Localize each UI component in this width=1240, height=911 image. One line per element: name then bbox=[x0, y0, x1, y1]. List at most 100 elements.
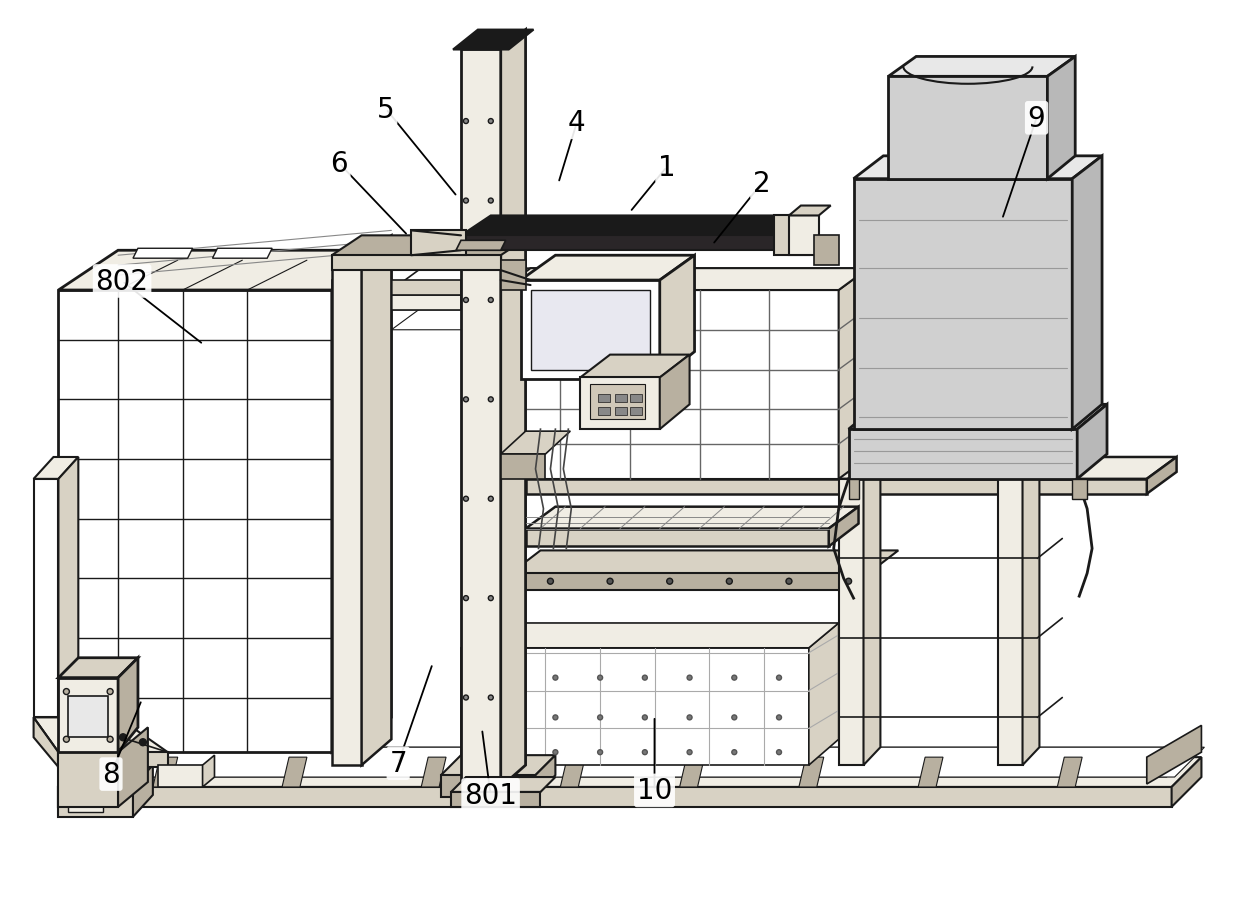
Polygon shape bbox=[501, 432, 570, 455]
Polygon shape bbox=[789, 206, 831, 216]
Polygon shape bbox=[598, 408, 610, 415]
Text: 9: 9 bbox=[1028, 105, 1045, 133]
Circle shape bbox=[776, 750, 781, 755]
Circle shape bbox=[489, 397, 494, 403]
Polygon shape bbox=[799, 757, 823, 787]
Polygon shape bbox=[1023, 462, 1039, 765]
Circle shape bbox=[553, 715, 558, 720]
Circle shape bbox=[464, 119, 469, 125]
Circle shape bbox=[63, 689, 69, 695]
Polygon shape bbox=[58, 757, 1202, 787]
Polygon shape bbox=[58, 787, 1172, 807]
Circle shape bbox=[846, 578, 852, 585]
Polygon shape bbox=[58, 658, 138, 678]
Circle shape bbox=[464, 695, 469, 701]
Circle shape bbox=[489, 695, 494, 701]
Polygon shape bbox=[58, 251, 392, 291]
Polygon shape bbox=[828, 507, 858, 547]
Polygon shape bbox=[1147, 457, 1177, 495]
Polygon shape bbox=[281, 757, 308, 787]
Text: 2: 2 bbox=[753, 169, 770, 198]
Polygon shape bbox=[598, 395, 610, 403]
Polygon shape bbox=[451, 792, 541, 807]
Circle shape bbox=[489, 298, 494, 303]
Polygon shape bbox=[580, 355, 689, 378]
Polygon shape bbox=[536, 755, 556, 797]
Text: 7: 7 bbox=[389, 750, 407, 777]
Polygon shape bbox=[660, 355, 689, 430]
Polygon shape bbox=[58, 678, 118, 752]
Polygon shape bbox=[853, 179, 1073, 430]
Polygon shape bbox=[456, 241, 506, 251]
Circle shape bbox=[598, 715, 603, 720]
Circle shape bbox=[598, 750, 603, 755]
Polygon shape bbox=[838, 269, 868, 479]
Polygon shape bbox=[1048, 57, 1075, 179]
Polygon shape bbox=[888, 57, 1075, 77]
Polygon shape bbox=[998, 479, 1023, 765]
Polygon shape bbox=[590, 385, 645, 420]
Text: 6: 6 bbox=[330, 150, 347, 178]
Polygon shape bbox=[133, 765, 153, 817]
Polygon shape bbox=[453, 31, 533, 50]
Polygon shape bbox=[332, 251, 392, 752]
Polygon shape bbox=[1078, 404, 1107, 479]
Polygon shape bbox=[332, 281, 461, 296]
Polygon shape bbox=[153, 757, 177, 787]
Polygon shape bbox=[118, 728, 148, 807]
Polygon shape bbox=[521, 281, 660, 380]
Circle shape bbox=[732, 715, 737, 720]
Circle shape bbox=[687, 675, 692, 681]
Polygon shape bbox=[461, 236, 779, 251]
Circle shape bbox=[489, 496, 494, 502]
Polygon shape bbox=[33, 718, 167, 752]
Polygon shape bbox=[332, 256, 501, 271]
Polygon shape bbox=[332, 256, 362, 765]
Text: 801: 801 bbox=[464, 781, 517, 809]
Polygon shape bbox=[853, 157, 1102, 179]
Circle shape bbox=[667, 578, 672, 585]
Circle shape bbox=[464, 298, 469, 303]
Polygon shape bbox=[441, 775, 536, 797]
Polygon shape bbox=[501, 291, 838, 479]
Polygon shape bbox=[33, 457, 78, 479]
Polygon shape bbox=[1058, 757, 1083, 787]
Polygon shape bbox=[521, 256, 694, 281]
Polygon shape bbox=[461, 648, 808, 765]
Polygon shape bbox=[133, 249, 192, 259]
Polygon shape bbox=[212, 249, 272, 259]
Polygon shape bbox=[1147, 725, 1202, 784]
Polygon shape bbox=[501, 261, 526, 291]
Polygon shape bbox=[774, 216, 808, 256]
Polygon shape bbox=[58, 752, 167, 767]
Circle shape bbox=[489, 119, 494, 125]
Polygon shape bbox=[526, 529, 828, 547]
Polygon shape bbox=[580, 378, 660, 430]
Polygon shape bbox=[789, 216, 818, 256]
Circle shape bbox=[489, 199, 494, 204]
Circle shape bbox=[642, 675, 647, 681]
Circle shape bbox=[553, 750, 558, 755]
Circle shape bbox=[107, 736, 113, 742]
Polygon shape bbox=[58, 752, 118, 807]
Circle shape bbox=[464, 596, 469, 601]
Polygon shape bbox=[501, 455, 546, 479]
Polygon shape bbox=[461, 50, 501, 787]
Polygon shape bbox=[531, 291, 650, 370]
Polygon shape bbox=[560, 757, 585, 787]
Circle shape bbox=[139, 739, 146, 746]
Polygon shape bbox=[1073, 157, 1102, 430]
Polygon shape bbox=[33, 718, 58, 767]
Polygon shape bbox=[813, 236, 838, 266]
Polygon shape bbox=[863, 462, 880, 765]
Circle shape bbox=[598, 675, 603, 681]
Polygon shape bbox=[422, 757, 446, 787]
Circle shape bbox=[508, 715, 513, 720]
Polygon shape bbox=[680, 757, 704, 787]
Polygon shape bbox=[441, 755, 556, 775]
Circle shape bbox=[776, 715, 781, 720]
Polygon shape bbox=[848, 404, 1107, 430]
Circle shape bbox=[107, 689, 113, 695]
Circle shape bbox=[508, 675, 513, 681]
Polygon shape bbox=[615, 395, 627, 403]
